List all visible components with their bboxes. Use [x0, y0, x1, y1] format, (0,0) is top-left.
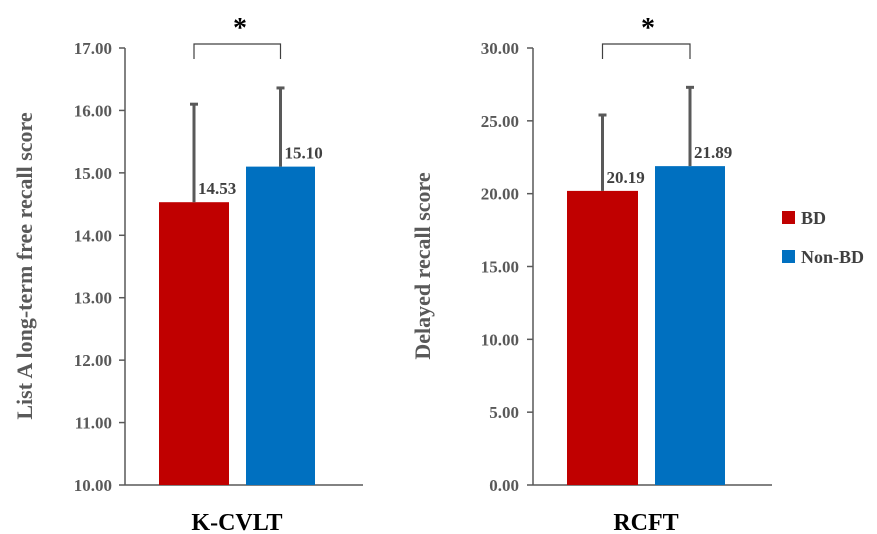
kcvlt-bar-bd: [159, 202, 229, 485]
kcvlt-y-tick-label: 17.00: [74, 39, 112, 58]
rcft-y-tick-label: 30.00: [481, 39, 519, 58]
kcvlt-y-tick-label: 11.00: [75, 414, 112, 433]
kcvlt-y-tick-label: 16.00: [74, 101, 112, 120]
kcvlt-significance-bracket: [193, 43, 282, 59]
legend-swatch-non-bd: [782, 250, 795, 263]
rcft-bar-non-bd: [655, 166, 725, 485]
rcft-y-tick-label: 5.00: [489, 403, 519, 422]
rcft-y-tick-label: 20.00: [481, 185, 519, 204]
kcvlt-data-label-non-bd: 15.10: [285, 144, 323, 163]
rcft-data-label-bd: 20.19: [607, 168, 645, 187]
rcft-y-tick-label: 15.00: [481, 258, 519, 277]
rcft-y-axis-title: Delayed recall score: [410, 172, 435, 360]
kcvlt-x-axis-title: K-CVLT: [191, 510, 282, 534]
kcvlt-y-axis-title: List A long-term free recall score: [12, 112, 37, 420]
rcft-significance-marker: *: [641, 13, 655, 44]
kcvlt-y-tick-label: 14.00: [74, 226, 112, 245]
rcft-bar-bd: [567, 190, 638, 486]
kcvlt-significance-marker: *: [233, 13, 247, 44]
kcvlt-data-label-bd: 14.53: [198, 179, 236, 198]
kcvlt-panel: List A long-term free recall score K-CVL…: [12, 13, 363, 534]
rcft-significance-bracket: [601, 43, 691, 59]
rcft-y-tick-label: 0.00: [489, 476, 519, 495]
kcvlt-y-tick-label: 15.00: [74, 164, 112, 183]
legend-label-bd: BD: [801, 208, 826, 228]
rcft-y-tick-label: 25.00: [481, 112, 519, 131]
kcvlt-y-tick-label: 12.00: [74, 351, 112, 370]
rcft-data-label-non-bd: 21.89: [694, 143, 732, 162]
rcft-y-tick-label: 10.00: [481, 330, 519, 349]
rcft-x-axis-title: RCFT: [613, 510, 678, 534]
legend-label-non-bd: Non-BD: [801, 247, 864, 267]
kcvlt-bar-non-bd: [246, 166, 315, 485]
legend-swatch-bd: [782, 211, 795, 224]
rcft-panel: Delayed recall score RCFT * 0.00 5.00 10.0…: [410, 13, 772, 534]
kcvlt-y-tick-label: 13.00: [74, 289, 112, 308]
legend: BD Non-BD: [782, 208, 864, 267]
kcvlt-y-tick-label: 10.00: [74, 476, 112, 495]
